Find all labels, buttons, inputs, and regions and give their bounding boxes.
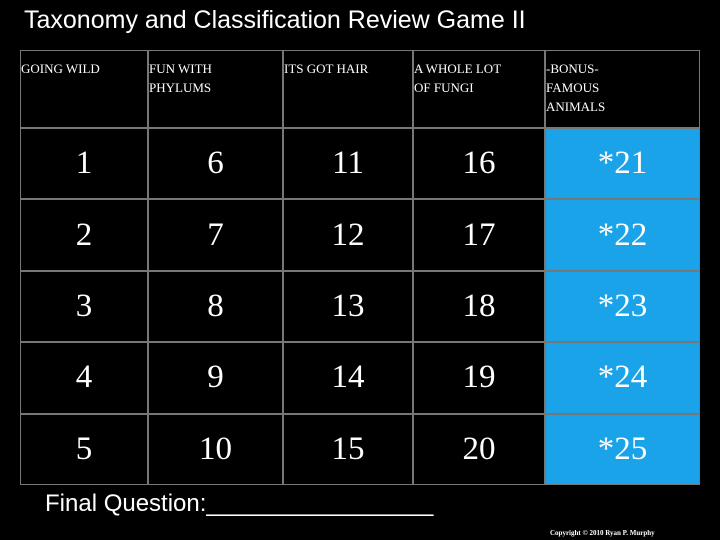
question-cell[interactable]: 13: [283, 270, 413, 343]
header-line: A WHOLE LOT: [414, 61, 502, 76]
header-line: FAMOUS: [546, 80, 600, 95]
question-cell[interactable]: 1: [20, 128, 148, 200]
question-cell[interactable]: *24: [545, 342, 700, 414]
header-line: GOING WILD: [21, 61, 100, 76]
question-cell[interactable]: 11: [283, 128, 413, 200]
question-cell[interactable]: 20: [413, 413, 545, 485]
question-cell[interactable]: 18: [413, 270, 545, 343]
game-board: GOING WILD 1 2 3 4 5 FUN WITH PHYLUMS 6 7 8 9 10 ITS …: [20, 50, 700, 485]
header-line: ITS GOT HAIR: [284, 61, 369, 76]
question-cell[interactable]: 7: [148, 199, 283, 271]
question-cell[interactable]: 14: [283, 342, 413, 414]
header-line: ANIMALS: [546, 99, 606, 114]
question-cell[interactable]: *23: [545, 270, 700, 343]
question-cell[interactable]: 15: [283, 413, 413, 485]
final-question[interactable]: Final Question:_________________: [45, 490, 434, 517]
question-cell[interactable]: 9: [148, 342, 283, 414]
question-cell[interactable]: 12: [283, 199, 413, 271]
question-cell[interactable]: 17: [413, 199, 545, 271]
category-header: GOING WILD: [20, 50, 148, 128]
header-line: FUN WITH: [149, 61, 212, 76]
header-line: OF FUNGI: [414, 80, 474, 95]
category-header: ITS GOT HAIR: [283, 50, 413, 128]
question-cell[interactable]: 5: [20, 413, 148, 485]
question-cell[interactable]: 4: [20, 342, 148, 414]
copyright: Copyright © 2010 Ryan P. Murphy: [550, 529, 655, 537]
question-cell[interactable]: 10: [148, 413, 283, 485]
category-header: FUN WITH PHYLUMS: [148, 50, 283, 128]
question-cell[interactable]: *22: [545, 199, 700, 271]
question-cell[interactable]: 16: [413, 128, 545, 200]
question-cell[interactable]: *21: [545, 128, 700, 200]
question-cell[interactable]: 19: [413, 342, 545, 414]
category-header: -BONUS- FAMOUS ANIMALS: [545, 50, 700, 128]
question-cell[interactable]: 3: [20, 270, 148, 343]
question-cell[interactable]: *25: [545, 413, 700, 485]
question-cell[interactable]: 8: [148, 270, 283, 343]
question-cell[interactable]: 2: [20, 199, 148, 271]
header-line: PHYLUMS: [149, 80, 212, 95]
question-cell[interactable]: 6: [148, 128, 283, 200]
title: Taxonomy and Classification Review Game …: [24, 6, 526, 34]
category-header: A WHOLE LOT OF FUNGI: [413, 50, 545, 128]
header-line: -BONUS-: [546, 61, 599, 76]
